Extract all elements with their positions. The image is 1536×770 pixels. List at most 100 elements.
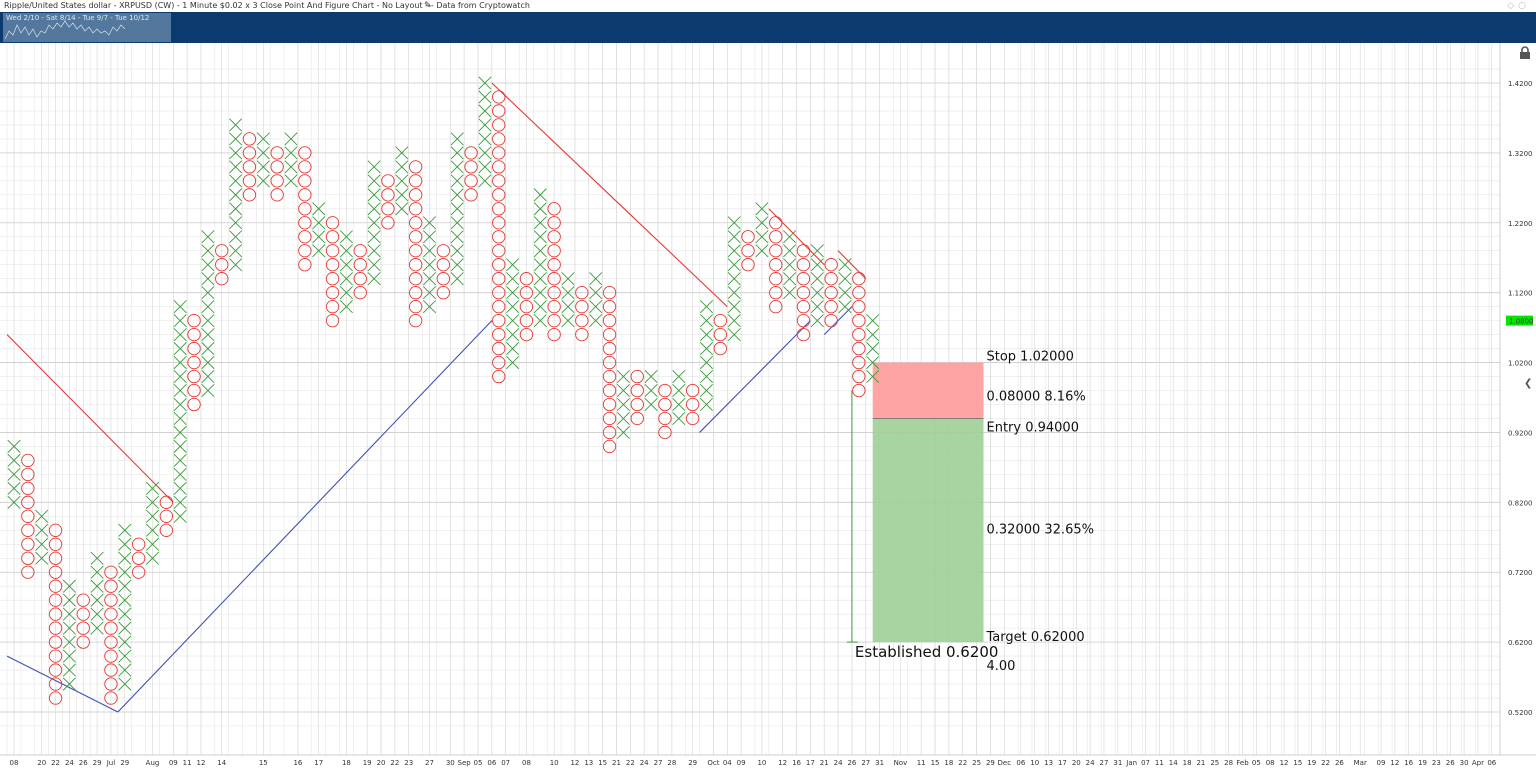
o-box xyxy=(547,313,561,328)
o-column xyxy=(131,537,146,579)
stop-zone[interactable] xyxy=(872,362,984,419)
date-tick-label: 11 xyxy=(1155,759,1164,767)
trendlines[interactable] xyxy=(6,82,867,713)
o-box xyxy=(104,607,118,621)
x-box xyxy=(699,342,714,356)
position-tool[interactable] xyxy=(846,362,984,643)
o-box xyxy=(547,216,561,230)
pnf-chart[interactable]: 1.4200 1.3200 1.2200 1.1200 1.0200 0.9200 0.82… xyxy=(0,43,1536,770)
o-box xyxy=(464,160,478,174)
o-box xyxy=(104,621,118,635)
o-box xyxy=(408,313,423,328)
x-box xyxy=(312,216,326,230)
date-tick-label: 15 xyxy=(598,759,607,767)
x-box xyxy=(422,300,437,314)
support-trendline[interactable] xyxy=(6,655,119,713)
resistance-trendline[interactable] xyxy=(837,250,867,280)
date-tick-label: 21 xyxy=(1196,759,1205,767)
o-column xyxy=(686,383,700,426)
x-box xyxy=(173,481,187,495)
x-box xyxy=(838,272,852,286)
lock-icon[interactable] xyxy=(1518,46,1532,60)
resistance-trendline[interactable] xyxy=(6,334,174,503)
o-box xyxy=(104,635,118,649)
x-column xyxy=(727,216,741,342)
x-box xyxy=(561,286,575,300)
o-box xyxy=(325,272,340,286)
o-box xyxy=(769,230,783,244)
x-box xyxy=(229,244,243,258)
date-tick-label: 08 xyxy=(1266,759,1275,767)
date-tick-label: Dec xyxy=(998,759,1012,767)
x-box xyxy=(173,370,187,384)
x-box xyxy=(35,551,49,565)
o-box xyxy=(852,355,866,370)
date-tick-label: Jul xyxy=(106,759,116,767)
support-trendline[interactable] xyxy=(823,306,853,335)
navigator-window[interactable]: Wed 2/10 - Sat 8/14 - Tue 9/7 - Tue 10/1… xyxy=(3,13,171,42)
o-box xyxy=(298,174,312,188)
x-box xyxy=(62,663,76,677)
date-tick-label: 27 xyxy=(654,759,663,767)
support-trendline[interactable] xyxy=(117,320,493,713)
date-tick-label: 29 xyxy=(986,759,995,767)
resistance-trendline[interactable] xyxy=(491,82,728,308)
date-tick-label: 21 xyxy=(612,759,621,767)
navigator-bar[interactable]: Wed 2/10 - Sat 8/14 - Tue 9/7 - Tue 10/1… xyxy=(0,12,1536,43)
date-tick-label: 15 xyxy=(1293,759,1302,767)
x-box xyxy=(810,272,824,286)
x-box xyxy=(173,328,187,342)
o-box xyxy=(630,369,644,384)
o-box xyxy=(104,565,118,579)
x-box xyxy=(118,649,132,663)
x-box xyxy=(810,300,824,314)
o-box xyxy=(408,244,423,258)
o-box xyxy=(187,327,201,342)
date-tick-label: 11 xyxy=(183,759,192,767)
pencil-icon[interactable]: ✎ xyxy=(424,1,432,11)
o-box xyxy=(436,244,450,258)
x-box xyxy=(367,202,381,216)
o-box xyxy=(602,425,617,440)
x-box xyxy=(35,509,49,523)
x-column xyxy=(699,300,714,412)
o-box xyxy=(464,188,478,202)
target-zone[interactable] xyxy=(872,418,984,643)
o-box xyxy=(131,565,146,579)
x-box xyxy=(256,174,270,188)
x-box xyxy=(395,174,409,188)
o-box xyxy=(519,299,534,314)
o-box xyxy=(48,607,63,621)
date-tick-label: 20 xyxy=(377,759,386,767)
o-box xyxy=(48,649,63,663)
x-box xyxy=(478,132,492,146)
o-box xyxy=(602,341,617,356)
resistance-trendline[interactable] xyxy=(768,208,825,266)
date-tick-label: 06 xyxy=(487,759,496,767)
x-box xyxy=(533,216,547,230)
date-tick-label: 14 xyxy=(1169,759,1178,767)
o-box xyxy=(492,230,506,244)
support-trendline[interactable] xyxy=(699,320,811,433)
chevron-left-icon[interactable]: ❮ xyxy=(1524,378,1533,389)
o-box xyxy=(796,258,811,272)
x-column xyxy=(7,439,21,509)
x-box xyxy=(173,411,187,425)
o-box xyxy=(408,188,423,202)
x-box xyxy=(118,593,132,607)
date-tick-label: 20 xyxy=(37,759,46,767)
x-box xyxy=(118,677,132,691)
o-box xyxy=(547,327,561,342)
date-tick-label: 29 xyxy=(93,759,102,767)
x-box xyxy=(810,258,824,272)
x-box xyxy=(256,132,270,146)
x-box xyxy=(866,356,880,370)
x-box xyxy=(118,523,132,537)
date-tick-label: 24 xyxy=(834,759,843,767)
x-box xyxy=(450,160,464,174)
x-box xyxy=(312,230,326,244)
x-box xyxy=(35,537,49,551)
o-box xyxy=(602,327,617,342)
window-controls-icon[interactable]: ◇○ xyxy=(1507,1,1530,11)
o-box xyxy=(852,327,866,342)
